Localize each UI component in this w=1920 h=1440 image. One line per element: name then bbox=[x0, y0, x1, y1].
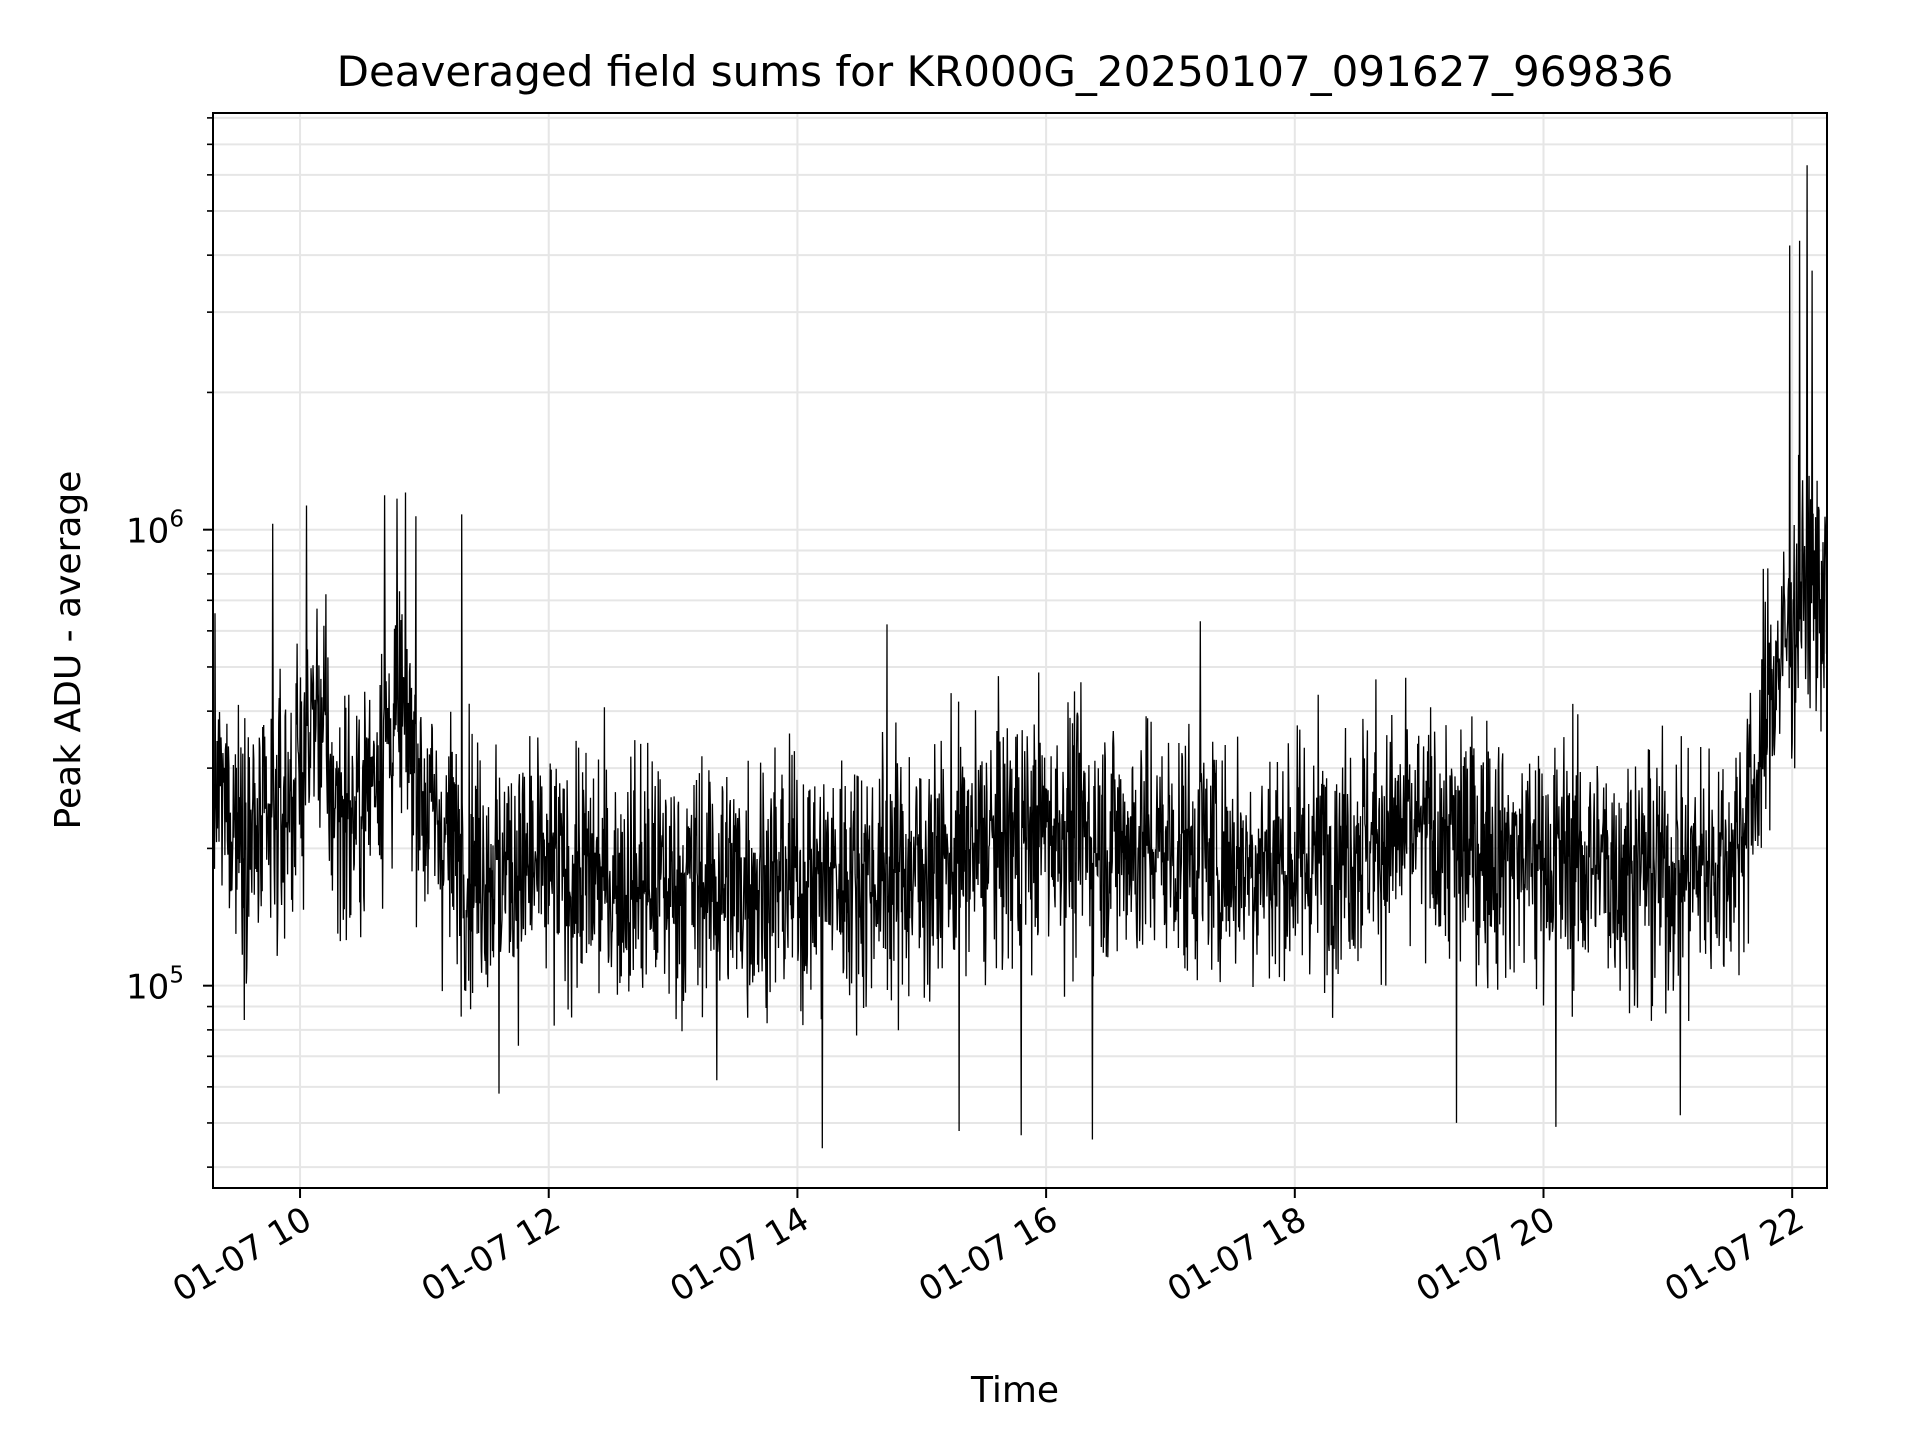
y-tick-label-exponent: 5 bbox=[169, 963, 184, 989]
y-tick-label-base: 10 bbox=[126, 512, 169, 552]
grid bbox=[213, 113, 1827, 1188]
y-tick-label-base: 10 bbox=[126, 968, 169, 1008]
chart-title: Deaveraged field sums for KR000G_2025010… bbox=[337, 47, 1674, 96]
y-tick-label: 105 bbox=[126, 963, 184, 1008]
plot-area bbox=[213, 165, 1827, 1149]
y-axis-label: Peak ADU - average bbox=[48, 471, 89, 830]
series-line bbox=[213, 165, 1827, 1149]
y-tick-label-exponent: 6 bbox=[169, 507, 184, 533]
y-tick-label: 106 bbox=[126, 507, 184, 552]
x-axis-label: Time bbox=[970, 1370, 1059, 1411]
plot-frame bbox=[212, 112, 1828, 1189]
